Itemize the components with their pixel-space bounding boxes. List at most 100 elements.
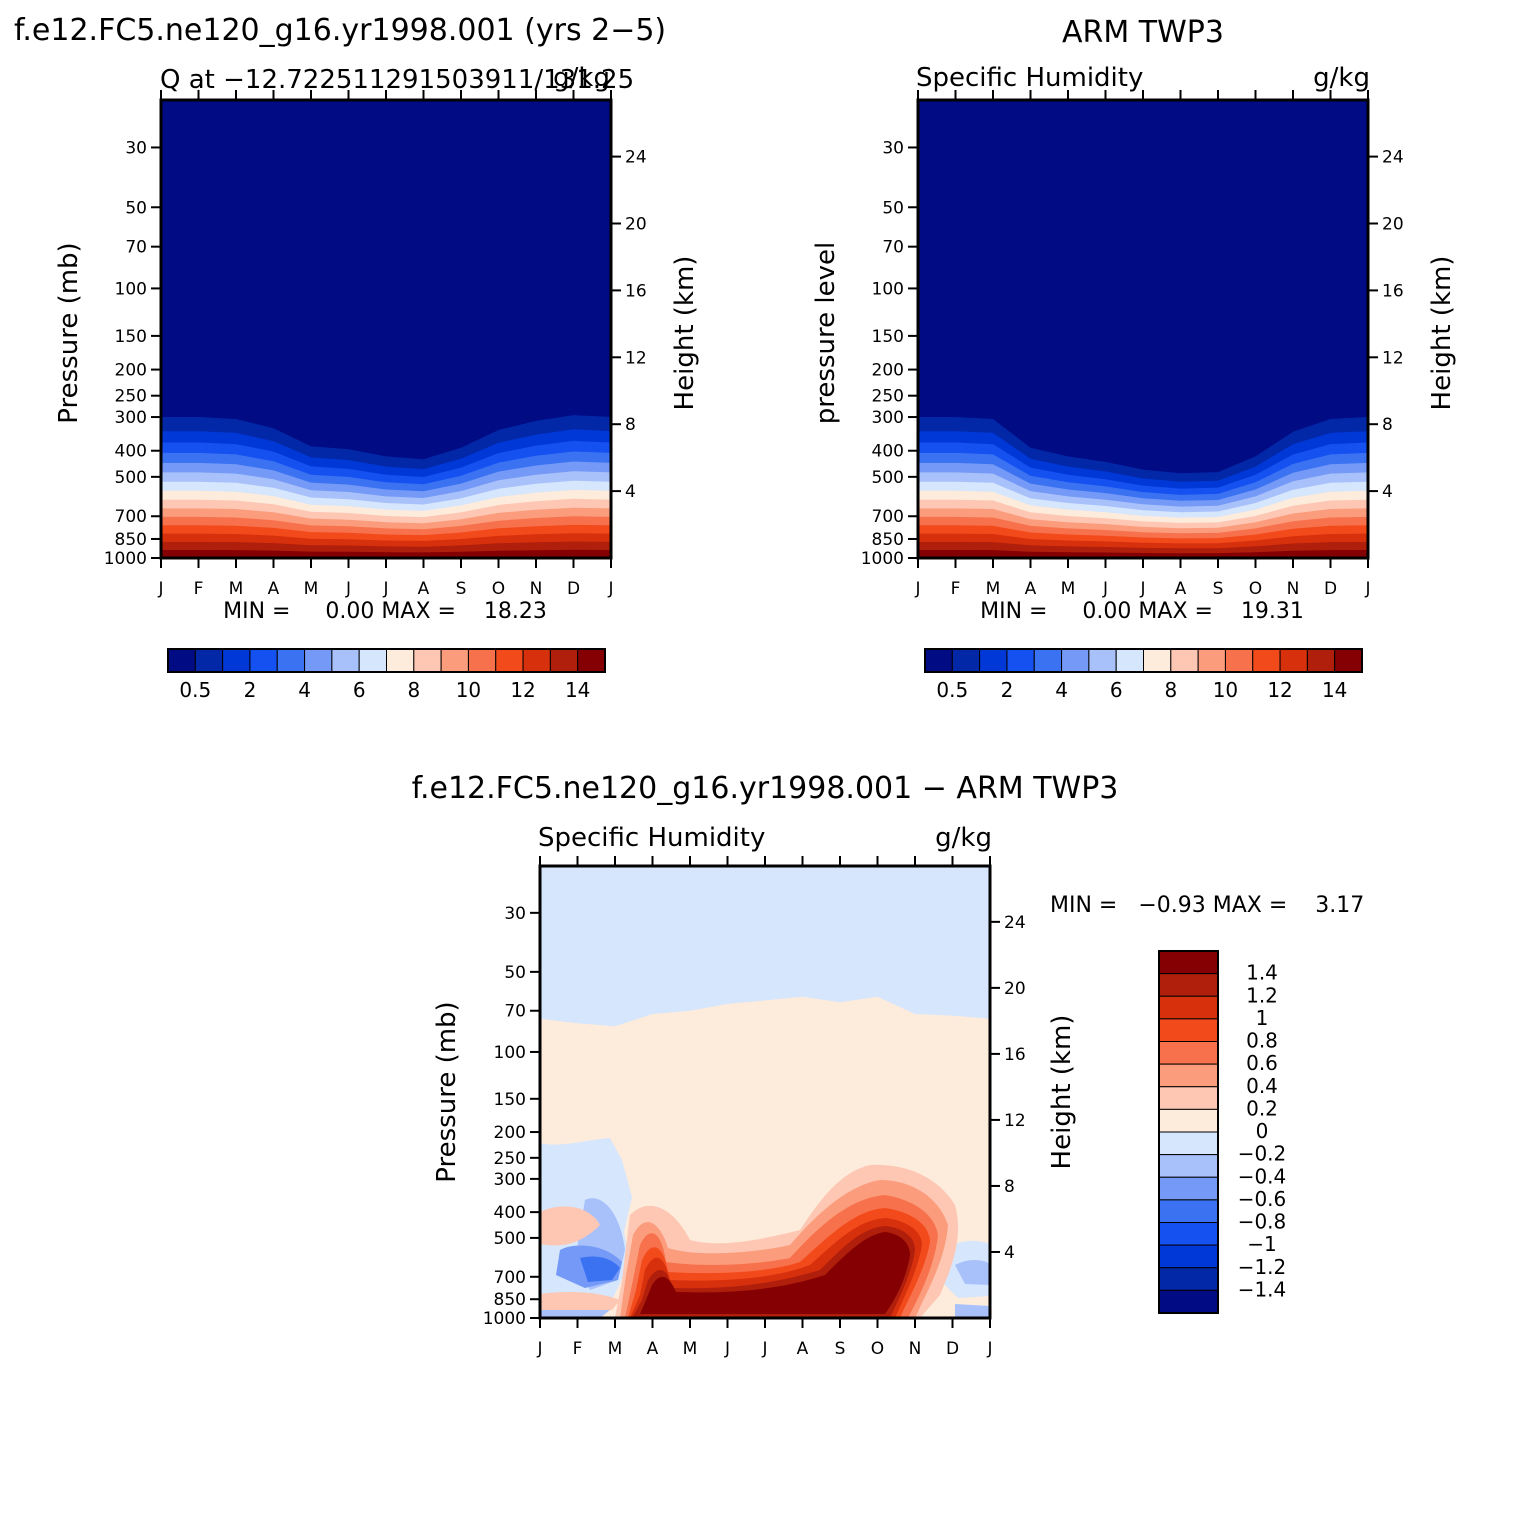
y-tick-label: 850 <box>494 1290 526 1310</box>
x-tick-label: O <box>1249 579 1262 599</box>
x-tick-label: A <box>1175 579 1187 599</box>
colorbar-box <box>413 648 442 673</box>
colorbar-label: −1.4 <box>1238 1277 1287 1301</box>
x-tick-label: O <box>871 1339 884 1359</box>
x-tick-label: S <box>1213 579 1224 599</box>
colorbar-label: −0.4 <box>1238 1164 1287 1188</box>
colorbar-label: 0.5 <box>936 678 968 702</box>
y-right-tick-label: 12 <box>1382 348 1404 368</box>
colorbar-label: 0 <box>1256 1119 1269 1143</box>
y-tick-label: 400 <box>872 442 904 462</box>
x-tick-label: D <box>567 579 580 599</box>
colorbar-label: 0.4 <box>1246 1074 1278 1098</box>
colorbar-box <box>304 648 333 673</box>
x-tick-label: A <box>268 579 280 599</box>
y-tick-label: 70 <box>125 238 147 258</box>
colorbar-box <box>1170 648 1199 673</box>
x-tick-label: A <box>418 579 430 599</box>
colorbar-box <box>1158 950 1219 975</box>
colorbar-label: 1.4 <box>1246 961 1278 985</box>
colorbar-box <box>577 648 606 673</box>
y-tick-label: 30 <box>504 904 526 924</box>
contour-band <box>918 550 1368 558</box>
colorbar-box <box>1158 1267 1219 1291</box>
x-tick-label: F <box>951 579 961 599</box>
x-tick-label: F <box>194 579 204 599</box>
colorbar-label: −0.2 <box>1238 1142 1287 1166</box>
y-right-tick-label: 16 <box>1004 1045 1026 1065</box>
x-tick-label: F <box>573 1339 583 1359</box>
x-tick-label: J <box>914 579 920 599</box>
colorbar-box <box>1158 1222 1219 1246</box>
x-tick-label: O <box>492 579 505 599</box>
colorbar-label: 2 <box>1001 678 1014 702</box>
x-tick-label: M <box>1061 579 1076 599</box>
contour-band <box>161 549 611 558</box>
colorbar-box <box>1158 1041 1219 1065</box>
colorbar-box <box>1158 1199 1219 1223</box>
colorbar-label: 2 <box>244 678 257 702</box>
colorbar-box <box>1158 1289 1219 1314</box>
y-tick-label: 200 <box>115 361 147 381</box>
colorbar-box <box>1006 648 1035 673</box>
y-right-tick-label: 20 <box>1382 215 1404 235</box>
panel-model-y-label: Pressure (mb) <box>54 242 84 423</box>
x-tick-label: M <box>229 579 244 599</box>
colorbar-box <box>440 648 469 673</box>
colorbar-box <box>1033 648 1063 673</box>
colorbar-box <box>951 648 981 673</box>
panel-model-colorbar: 0.5 2 4 6 8 10 12 14 <box>167 648 606 702</box>
y-right-tick-label: 4 <box>1004 1243 1015 1263</box>
colorbar-box <box>194 648 224 673</box>
colorbar-label: 0.8 <box>1246 1029 1278 1053</box>
x-tick-label: M <box>683 1339 698 1359</box>
y-right-tick-label: 8 <box>625 415 636 435</box>
x-tick-label: A <box>647 1339 659 1359</box>
x-tick-label: A <box>1025 579 1037 599</box>
y-tick-label: 250 <box>494 1149 526 1169</box>
y-tick-label: 700 <box>872 507 904 527</box>
y-tick-label: 700 <box>115 507 147 527</box>
y-tick-label: 100 <box>872 279 904 299</box>
colorbar-label: 14 <box>565 678 590 702</box>
y-tick-label: 700 <box>494 1268 526 1288</box>
colorbar-box <box>1306 648 1336 673</box>
colorbar-label: 8 <box>407 678 420 702</box>
panel-model: f.e12.FC5.ne120_g16.yr1998.001 (yrs 2−5)… <box>14 13 700 702</box>
panel-diff-units: g/kg <box>935 823 992 853</box>
x-tick-label: J <box>382 579 388 599</box>
panel-diff-stats: MIN = −0.93 MAX = 3.17 <box>1050 893 1364 918</box>
y-right-tick-label: 4 <box>625 482 636 502</box>
colorbar-box <box>1158 1108 1219 1133</box>
x-tick-label: J <box>157 579 163 599</box>
y-tick-label: 200 <box>872 361 904 381</box>
colorbar-label: 1.2 <box>1246 983 1278 1007</box>
colorbar-frame <box>924 648 1363 673</box>
colorbar-box <box>222 648 251 673</box>
colorbar-box <box>1279 648 1308 673</box>
panel-model-left-string: Q at −12.722511291503911/131.25 <box>160 65 634 95</box>
y-tick-label: 500 <box>494 1229 526 1249</box>
neg-anomaly-surface-dec <box>955 1304 990 1318</box>
y-tick-label: 850 <box>115 530 147 550</box>
y-tick-label: 30 <box>882 138 904 158</box>
y-tick-label: 400 <box>494 1203 526 1223</box>
panel-obs-run-title: ARM TWP3 <box>1062 15 1224 50</box>
colorbar-box <box>167 648 196 673</box>
x-tick-label: J <box>1102 579 1108 599</box>
colorbar-label: 4 <box>298 678 311 702</box>
colorbar-box <box>1088 648 1117 673</box>
y-tick-label: 500 <box>115 468 147 488</box>
y-tick-label: 70 <box>504 1002 526 1022</box>
colorbar-box <box>549 648 579 673</box>
y-right-tick-label: 20 <box>625 215 647 235</box>
colorbar-label: 10 <box>1213 678 1238 702</box>
y-right-tick-label: 12 <box>625 348 647 368</box>
x-tick-label: J <box>761 1339 767 1359</box>
colorbar-box <box>1224 648 1254 673</box>
panel-diff-y-label: Pressure (mb) <box>432 1001 462 1182</box>
panel-obs-colorbar: 0.5 2 4 6 8 10 12 14 <box>924 648 1363 702</box>
